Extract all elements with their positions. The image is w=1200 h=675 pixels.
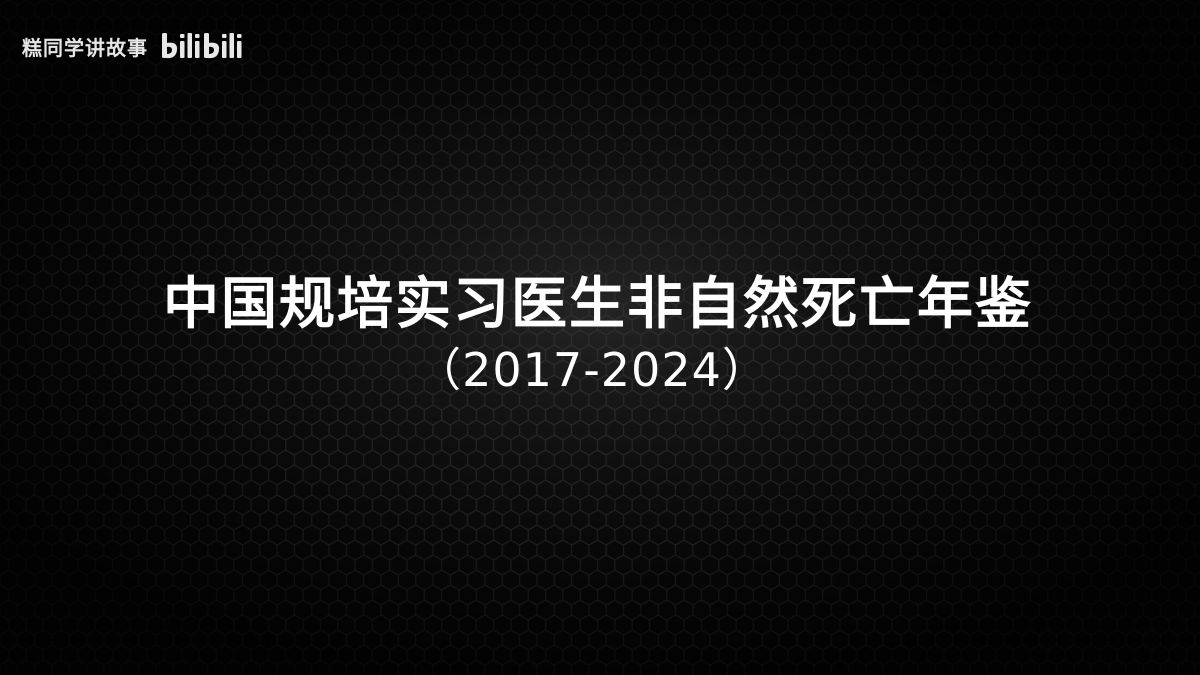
- title-block: 中国规培实习医生非自然死亡年鉴 （2017-2024）: [0, 270, 1200, 400]
- bilibili-logo-icon: [162, 33, 242, 59]
- title-subtitle-years: （2017-2024）: [415, 343, 769, 397]
- watermark: 糕同学讲故事: [22, 28, 244, 64]
- title-main: 中国规培实习医生非自然死亡年鉴: [163, 272, 1033, 337]
- watermark-author: 糕同学讲故事: [22, 35, 148, 60]
